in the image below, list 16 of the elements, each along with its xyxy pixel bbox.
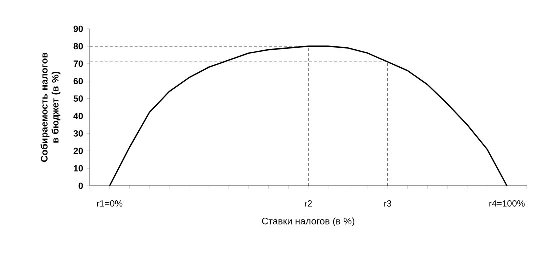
y-tick-label: 10 [74, 165, 84, 172]
y-tick-label: 20 [74, 148, 84, 154]
y-tick-label: 40 [74, 113, 84, 120]
y-tick-label: 90 [74, 26, 84, 32]
x-axis-title: Ставки налогов (в %) [262, 218, 355, 227]
x-tick-label: r4=100% [490, 200, 525, 207]
x-tick-label: r1=0% [97, 200, 123, 207]
y-tick-label: 80 [74, 43, 84, 50]
x-tick-label: r3 [384, 200, 392, 207]
y-tick-label: 70 [74, 60, 84, 68]
y-tick-label: 60 [74, 78, 84, 85]
y-tick-label: 30 [74, 130, 84, 137]
y-tick-label: 0 [78, 182, 84, 190]
y-tick-label: 50 [74, 96, 84, 102]
x-tick-label: r2 [305, 200, 312, 207]
y-axis-title: Собираемость налогов в бюджет (в %) [40, 52, 61, 162]
